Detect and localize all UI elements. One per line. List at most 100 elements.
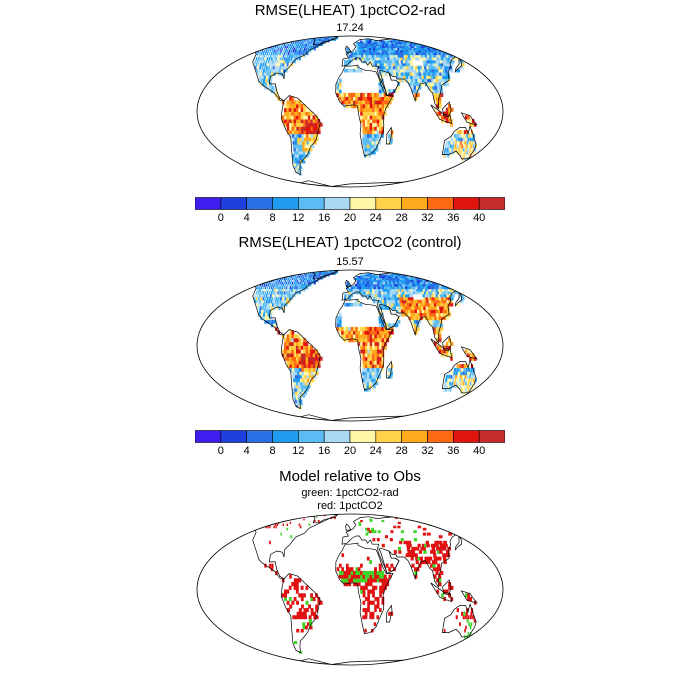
grid-cell (277, 42, 279, 45)
grid-cell (410, 291, 415, 295)
grid-cell (427, 302, 431, 307)
grid-cell (368, 45, 372, 48)
grid-cell (393, 47, 397, 51)
grid-cell (387, 283, 391, 287)
grid-cell (284, 597, 287, 602)
grid-cell (421, 309, 425, 314)
grid-cell (467, 632, 470, 636)
coastline-north-america (232, 36, 339, 102)
grid-cell (419, 65, 423, 70)
grid-cell (390, 367, 394, 372)
grid-cell (288, 42, 291, 45)
grid-cell (306, 276, 308, 279)
grid-cell (312, 40, 315, 43)
grid-cell (286, 100, 290, 105)
grid-cell (461, 367, 464, 372)
grid-cell (306, 371, 310, 376)
grid-cell (373, 52, 377, 56)
grid-cell (369, 574, 373, 579)
grid-cell (369, 520, 373, 523)
grid-cell (373, 40, 376, 43)
grid-cell (458, 371, 461, 376)
panel2-rmse-value: 15.57 (336, 256, 364, 268)
coastline-australia (441, 124, 477, 160)
grid-cell (437, 37, 442, 40)
grid-cell (264, 291, 266, 295)
grid-cell (379, 52, 383, 56)
grid-cell (472, 42, 477, 45)
grid-cell (259, 274, 262, 277)
grid-cell (273, 286, 275, 290)
grid-cell (406, 37, 411, 40)
grid-cell (381, 570, 385, 575)
grid-cell (284, 62, 287, 67)
grid-cell (410, 49, 414, 53)
grid-cell (353, 338, 356, 343)
grid-cell (303, 133, 307, 138)
grid-cell (395, 273, 399, 275)
grid-cell (397, 85, 401, 90)
grid-cell (429, 316, 433, 321)
grid-cell (411, 72, 416, 76)
grid-cell (452, 276, 457, 279)
panel1-title: RMSE(LHEAT) 1pctCO2-rad (254, 2, 446, 19)
grid-cell (402, 57, 406, 61)
grid-cell (455, 147, 458, 152)
grid-cell (367, 40, 371, 43)
grid-cell (450, 384, 453, 389)
grid-cell (393, 288, 397, 292)
grid-cell (440, 78, 444, 83)
grid-cell (248, 276, 250, 279)
grid-cell (469, 137, 472, 142)
grid-cell (369, 286, 373, 290)
grid-cell (312, 274, 315, 277)
grid-cell (302, 622, 306, 627)
grid-cell (381, 111, 385, 116)
grid-cell (298, 381, 302, 386)
grid-cell (394, 62, 398, 67)
grid-cell (424, 312, 428, 317)
grid-cell (293, 349, 297, 354)
grid-cell (407, 47, 411, 51)
grid-cell (369, 133, 372, 138)
grid-cell (440, 570, 444, 575)
grid-cell (381, 597, 385, 602)
grid-cell (376, 570, 380, 575)
coastline-madagascar (385, 126, 393, 145)
grid-cell (311, 277, 313, 281)
grid-cell (312, 360, 316, 365)
grid-cell (419, 75, 423, 80)
grid-cell (392, 296, 396, 301)
grid-cell (285, 60, 288, 64)
grid-cell (456, 130, 459, 135)
grid-cell (299, 168, 303, 172)
grid-cell (276, 273, 278, 275)
grid-cell (466, 157, 468, 161)
grid-cell (296, 57, 299, 61)
grid-cell (269, 68, 272, 73)
grid-cell (366, 276, 369, 279)
grid-cell (265, 47, 267, 51)
grid-cell (292, 391, 296, 395)
grid-cell (438, 279, 443, 282)
grid-cell (403, 281, 407, 285)
grid-cell (374, 119, 378, 124)
grid-cell (263, 273, 265, 275)
grid-cell (376, 54, 379, 58)
grid-cell (420, 560, 424, 565)
grid-cell (442, 294, 446, 298)
grid-cell (379, 338, 382, 343)
grid-cell (273, 276, 275, 279)
grid-cell (385, 281, 389, 285)
grid-cell (373, 622, 377, 627)
grid-cell (334, 37, 337, 40)
grid-cell (298, 52, 300, 56)
grid-cell (434, 52, 439, 56)
grid-cell (406, 546, 411, 551)
grid-cell (350, 567, 354, 572)
grid-cell (362, 107, 366, 112)
grid-cell (274, 523, 277, 526)
grid-cell (381, 578, 385, 583)
grid-cell (408, 312, 412, 317)
grid-cell (252, 276, 254, 279)
